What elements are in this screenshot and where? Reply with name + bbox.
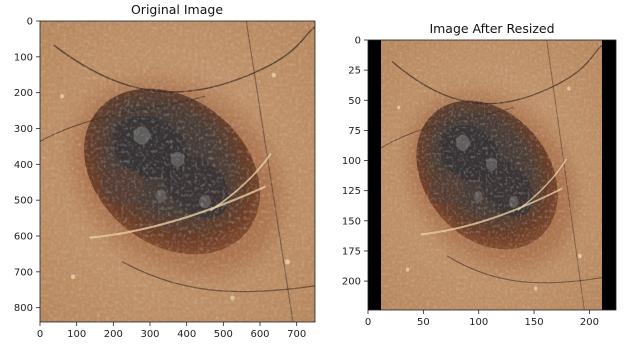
- x-tick-label: 0: [365, 317, 371, 328]
- y-tick-label: 50: [348, 96, 361, 107]
- x-tick-label: 700: [287, 329, 306, 340]
- y-tick-label: 0: [355, 36, 361, 47]
- y-tick-label: 100: [14, 52, 33, 63]
- y-tick-label: 200: [342, 277, 361, 288]
- y-tick-label: 700: [14, 267, 33, 278]
- y-tick-label: 75: [348, 126, 361, 137]
- y-tick-label: 500: [14, 196, 33, 207]
- axis-ticks-resized: 0 50 100 150 200 0 25 50 75 100 125 150 175 200: [342, 36, 599, 329]
- panel-resized: Image After Resized 0 50 100 150 200 0 25 50 75 1…: [342, 21, 617, 329]
- axis-ticks-original: 0 100 200 300 400 500 600 700 0 100 200 300 400 500 60…: [14, 17, 306, 341]
- x-tick-label: 600: [250, 329, 269, 340]
- resized-image: [368, 40, 616, 310]
- y-tick-label: 800: [14, 303, 33, 314]
- x-tick-label: 300: [140, 329, 159, 340]
- y-tick-label: 400: [14, 160, 33, 171]
- x-tick-label: 100: [469, 317, 488, 328]
- x-tick-label: 100: [67, 329, 86, 340]
- x-tick-label: 200: [104, 329, 123, 340]
- y-tick-label: 600: [14, 232, 33, 243]
- original-image: [40, 21, 315, 322]
- y-tick-label: 125: [342, 186, 361, 197]
- x-tick-label: 50: [417, 317, 430, 328]
- panel-title-original: Original Image: [131, 2, 223, 17]
- y-tick-label: 200: [14, 88, 33, 99]
- axes-frame-original: [39, 20, 316, 323]
- panel-original: Original Image 0 100 200 300 400 500 600 700 0 10…: [14, 2, 316, 341]
- y-tick-label: 25: [348, 66, 361, 77]
- x-tick-label: 200: [580, 317, 599, 328]
- y-tick-label: 100: [342, 156, 361, 167]
- x-tick-label: 400: [177, 329, 196, 340]
- y-tick-label: 150: [342, 216, 361, 227]
- y-tick-label: 0: [27, 17, 33, 28]
- x-tick-label: 0: [37, 329, 43, 340]
- y-tick-label: 300: [14, 124, 33, 135]
- x-tick-label: 150: [525, 317, 544, 328]
- x-tick-label: 500: [214, 329, 233, 340]
- y-tick-label: 175: [342, 246, 361, 257]
- axes-frame-resized: [367, 39, 617, 311]
- panel-title-resized: Image After Resized: [429, 21, 554, 36]
